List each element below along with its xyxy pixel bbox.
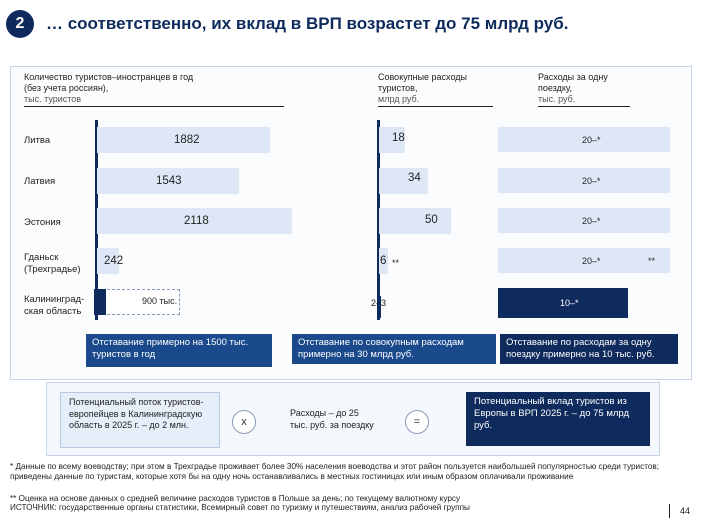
spending-footnote-mark-gdansk: ** (392, 258, 400, 268)
per-trip-bar-kaliningrad (498, 288, 628, 318)
per-trip-header-rule (538, 106, 630, 107)
spending-per-trip-box: Расходы – до 25 тыс. руб. за поездку (282, 404, 384, 446)
per-trip-label-estonia: 20–* (582, 216, 601, 226)
per-trip-label-lithuania: 20–* (582, 135, 601, 145)
multiply-operator: x (232, 410, 256, 434)
tourists-label-estonia: 2118 (184, 215, 209, 227)
per-trip-footnote-mark-gdansk: ** (648, 256, 656, 266)
spending-label-kaliningrad: 2–3 (371, 298, 387, 308)
spending-bar-lithuania (379, 127, 405, 153)
spending-bar-gdansk (379, 248, 388, 274)
spending-label-latvia: 34 (408, 172, 421, 184)
row-label-gdansk: Гданьск (Трехградье) (24, 252, 81, 275)
spending-header-rule (378, 106, 493, 107)
potential-gdp-contribution-box: Потенциальный вклад туристов из Европы в… (466, 392, 650, 446)
per-trip-bar-lithuania (498, 127, 670, 152)
per-trip-label-gdansk: 20–* (582, 256, 601, 266)
row-label-latvia: Латвия (24, 176, 56, 187)
tourists-bar-latvia (97, 168, 239, 194)
per-trip-bar-estonia (498, 208, 670, 233)
tourists-bar-kaliningrad-actual (94, 289, 106, 315)
tourists-header: Количество туристов–иностранцев в год (б… (24, 72, 194, 104)
per-trip-header: Расходы за одну поездку, тыс. руб. (538, 72, 608, 104)
tourists-gap-callout: Отставание примерно на 1500 тыс. туристо… (86, 334, 272, 367)
section-number-badge: 2 (6, 10, 34, 38)
row-label-estonia: Эстония (24, 217, 61, 228)
source-note: ИСТОЧНИК: государственные органы статист… (10, 503, 470, 512)
page-number: 44 (679, 506, 690, 516)
spending-label-gdansk: 6 (380, 255, 387, 267)
row-label-lithuania: Литва (24, 135, 51, 146)
per-trip-label-kaliningrad: 10–* (560, 298, 579, 308)
spending-gap-callout: Отставание по совокупным расходам пример… (292, 334, 496, 364)
spending-label-estonia: 50 (425, 214, 438, 226)
tourists-header-rule (24, 106, 284, 107)
tourists-bar-lithuania (97, 127, 270, 153)
spending-axis (377, 120, 380, 320)
tourists-label-lithuania: 1882 (174, 134, 200, 146)
tourists-label-kaliningrad: 900 тыс. (142, 296, 178, 306)
spending-label-lithuania: 18 (392, 132, 405, 144)
footnote-1: * Данные по всему воеводству; при этом в… (10, 462, 660, 481)
per-trip-bar-latvia (498, 168, 670, 193)
spending-bar-estonia (379, 208, 451, 234)
tourists-axis (95, 120, 98, 320)
row-label-kaliningrad: Калининград-ская область (24, 294, 85, 317)
per-trip-bar-gdansk (498, 248, 670, 273)
spending-bar-kaliningrad (377, 296, 381, 318)
per-trip-gap-callout: Отставание по расходам за одну поездку п… (500, 334, 678, 364)
tourists-label-gdansk: 242 (104, 255, 124, 267)
tourists-bar-gdansk (97, 248, 119, 274)
tourists-label-latvia: 1543 (156, 175, 182, 187)
per-trip-label-latvia: 20–* (582, 176, 601, 186)
spending-bar-latvia (379, 168, 428, 194)
tourists-bar-kaliningrad (97, 289, 180, 315)
footnote-2: ** Оценка на основе данных о средней вел… (10, 494, 461, 503)
potential-tourists-box: Потенциальный поток туристов-европейцев … (60, 392, 220, 448)
spending-header: Совокупные расходы туристов, млрд руб. (378, 72, 467, 104)
page-title: … соответственно, их вклад в ВРП возраст… (46, 14, 569, 33)
equals-operator: = (405, 410, 429, 434)
page-number-divider (669, 504, 670, 518)
tourists-bar-estonia (97, 208, 292, 234)
